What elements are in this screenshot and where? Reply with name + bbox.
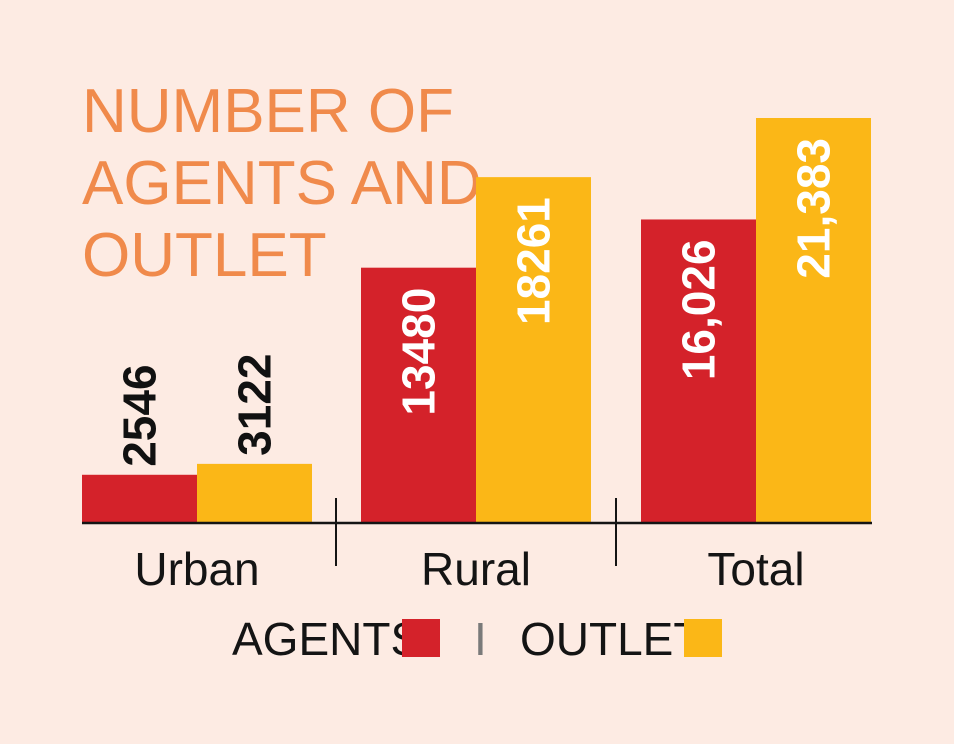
- bar-outlet-rural: [476, 177, 591, 524]
- data-label-outlet-urban: 3122: [229, 354, 281, 456]
- chart-title-line-2: AGENTS AND: [82, 149, 482, 218]
- chart-title-line-3: OUTLET: [82, 221, 327, 290]
- category-dividers: [335, 498, 617, 566]
- chart-title: NUMBER OF AGENTS AND OUTLET: [82, 77, 482, 290]
- data-label-agents-urban: 2546: [114, 364, 166, 466]
- category-label-rural: Rural: [421, 543, 531, 595]
- bar-agents-rural: [361, 267, 476, 523]
- data-label-outlet-rural: 18261: [508, 197, 560, 325]
- bar-outlet-urban: [197, 463, 312, 523]
- category-label-urban: Urban: [134, 543, 259, 595]
- bar-agents-urban: [82, 474, 197, 523]
- data-label-agents-rural: 13480: [393, 288, 445, 416]
- bar-outlet-total: [756, 118, 871, 523]
- legend-swatch-agents: [402, 619, 440, 657]
- data-label-agents-total: 16,026: [673, 239, 725, 380]
- legend-label-agents: AGENTS: [232, 613, 421, 665]
- category-labels-group: Urban Rural Total: [134, 543, 804, 595]
- legend-swatch-outlet: [684, 619, 722, 657]
- bar-agents-total: [641, 219, 756, 523]
- chart-title-line-1: NUMBER OF: [82, 77, 454, 146]
- legend-label-outlet: OUTLET: [520, 613, 701, 665]
- category-label-total: Total: [707, 543, 804, 595]
- data-label-outlet-total: 21,383: [788, 138, 840, 279]
- legend: AGENTS I OUTLET: [232, 613, 722, 665]
- bars-group: [82, 118, 871, 524]
- data-labels-group: 2546 3122 13480 18261 16,026 21,383: [114, 138, 840, 467]
- legend-separator: I: [474, 613, 487, 665]
